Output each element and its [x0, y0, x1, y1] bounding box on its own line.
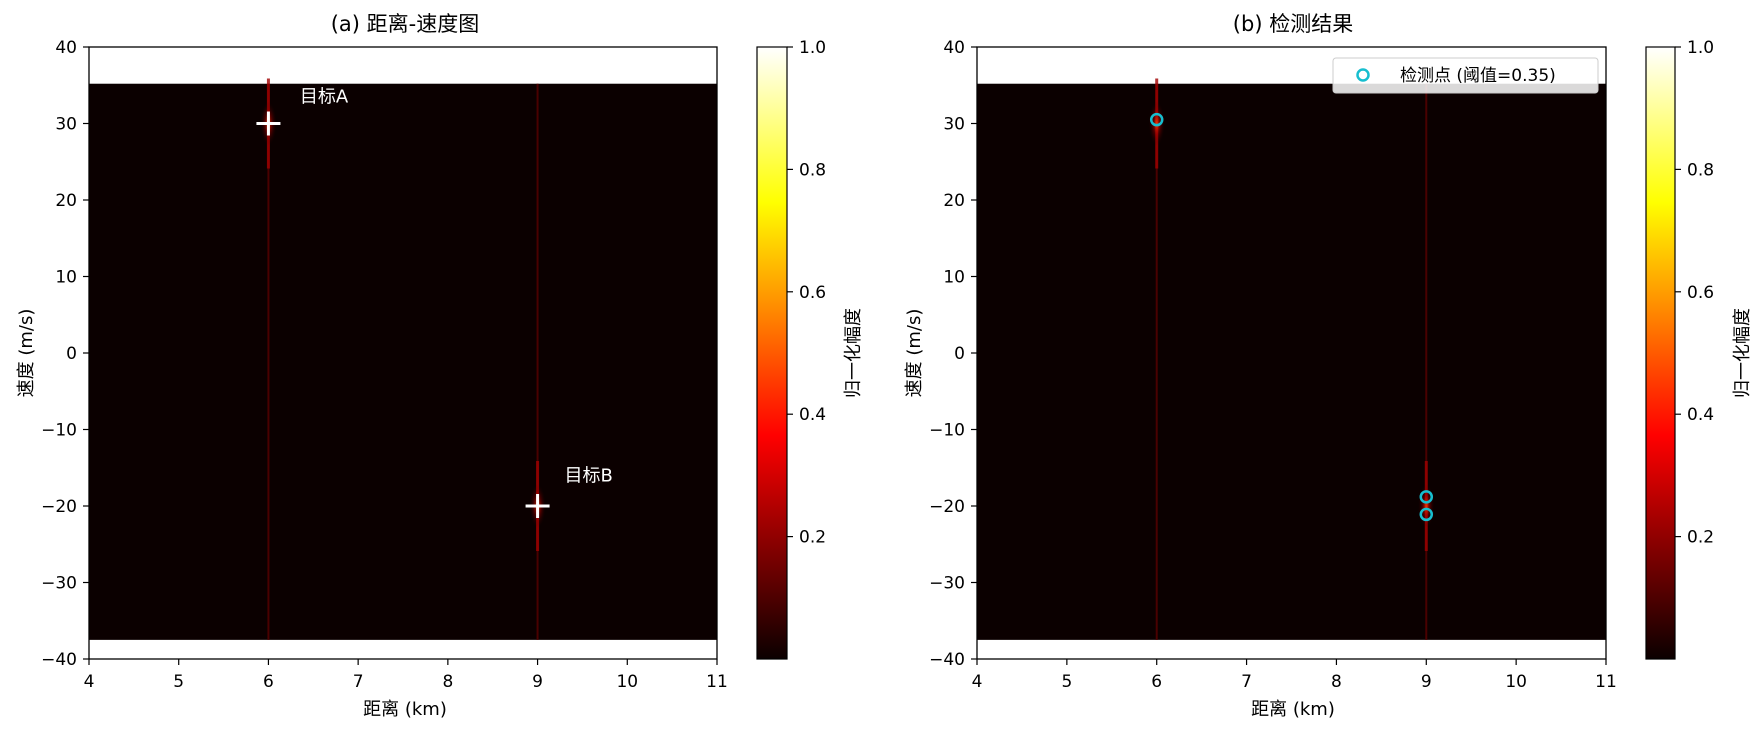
y-tick-label: 10 [943, 268, 965, 288]
colorbar-label-b: 归一化幅度 [1732, 308, 1753, 398]
x-tick-label: 8 [442, 672, 453, 692]
y-tick-label: 20 [55, 191, 77, 211]
target-label: 目标B [564, 465, 612, 486]
y-tick-label: 0 [66, 344, 77, 364]
y-ticks-a: 40 30 20 10 0 −10 −20 −30 −40 [41, 38, 89, 670]
y-tick-label: −30 [929, 574, 965, 594]
y-tick-label: 0 [954, 344, 965, 364]
x-tick-label: 10 [616, 672, 638, 692]
x-tick-label: 9 [1421, 672, 1432, 692]
detection-point [1419, 490, 1434, 504]
colorbar-a: 0.2 0.4 0.6 0.8 1.0 [756, 38, 826, 660]
legend-label: 检测点 (阈值=0.35) [1400, 66, 1556, 86]
x-tick-label: 7 [1241, 672, 1252, 692]
colorbar-tick-label: 1.0 [799, 38, 826, 58]
heatmap-image [89, 83, 717, 640]
x-tick-label: 9 [532, 672, 543, 692]
x-tick-label: 8 [1331, 672, 1342, 692]
y-tick-label: 40 [55, 38, 77, 58]
y-tick-label: −20 [41, 497, 77, 517]
colorbar-tick-label: 0.8 [1687, 160, 1714, 180]
y-tick-label: 30 [55, 115, 77, 135]
y-tick-label: −40 [929, 650, 965, 670]
y-tick-label: −40 [41, 650, 77, 670]
legend-b: 检测点 (阈值=0.35) [1332, 57, 1599, 94]
y-ticks-b: 40 30 20 10 0 −10 −20 −30 −40 [929, 38, 977, 670]
target-response-glow [1148, 101, 1165, 146]
y-tick-label: 10 [55, 268, 77, 288]
y-tick-label: 30 [943, 115, 965, 135]
plot-area-a: 目标A 目标B [88, 46, 718, 660]
y-tick-label: 40 [943, 38, 965, 58]
y-axis-label-b: 速度 (m/s) [904, 309, 925, 398]
x-tick-label: 6 [263, 672, 274, 692]
colorbar-tick-label: 0.6 [799, 283, 826, 303]
x-ticks-a: 4 5 6 7 8 9 10 11 [84, 659, 728, 692]
y-axis-label-a: 速度 (m/s) [16, 309, 37, 398]
x-tick-label: 11 [1595, 672, 1617, 692]
y-tick-label: 20 [943, 191, 965, 211]
x-tick-label: 4 [84, 672, 95, 692]
heatmap-image [977, 83, 1606, 640]
colorbar-tick-label: 0.8 [799, 160, 826, 180]
panel-detection-result: (b) 检测结果 4 5 6 7 8 9 10 11 40 30 20 10 0 −10 −20 −30 −4… [904, 12, 1753, 720]
colorbar-b: 0.2 0.4 0.6 0.8 1.0 [1645, 38, 1714, 660]
x-axis-label-b: 距离 (km) [1251, 699, 1335, 720]
colorbar-tick-label: 1.0 [1687, 38, 1714, 58]
x-tick-label: 4 [972, 672, 983, 692]
colorbar-tick-label: 0.4 [799, 405, 826, 425]
detection-point [1149, 112, 1164, 127]
x-tick-label: 5 [1061, 672, 1072, 692]
x-tick-label: 10 [1505, 672, 1527, 692]
colorbar-tick-label: 0.4 [1687, 405, 1714, 425]
x-tick-label: 7 [353, 672, 364, 692]
x-axis-label-a: 距离 (km) [363, 699, 447, 720]
panel-b-title: (b) 检测结果 [1233, 12, 1353, 36]
y-tick-label: −10 [41, 421, 77, 441]
x-tick-label: 5 [173, 672, 184, 692]
target-label: 目标A [300, 87, 349, 108]
panel-a-title: (a) 距离-速度图 [331, 12, 480, 36]
colorbar-gradient [756, 46, 788, 660]
legend-marker-icon [1356, 68, 1370, 82]
panel-range-velocity: (a) 距离-速度图 目标A 目标B 4 5 6 7 8 9 10 11 40 30 20 10 0 −1… [16, 12, 864, 720]
colorbar-tick-label: 0.2 [1687, 528, 1714, 548]
x-ticks-b: 4 5 6 7 8 9 10 11 [972, 659, 1617, 692]
colorbar-tick-label: 0.2 [799, 528, 826, 548]
y-tick-label: −10 [929, 421, 965, 441]
colorbar-tick-label: 0.6 [1687, 283, 1714, 303]
x-tick-label: 11 [706, 672, 728, 692]
x-tick-label: 6 [1151, 672, 1162, 692]
colorbar-label-a: 归一化幅度 [843, 308, 864, 398]
detection-point [1419, 507, 1434, 522]
y-tick-label: −30 [41, 574, 77, 594]
legend-box [1332, 57, 1599, 94]
plot-area-b [976, 46, 1607, 660]
colorbar-gradient [1645, 46, 1676, 660]
y-tick-label: −20 [929, 497, 965, 517]
